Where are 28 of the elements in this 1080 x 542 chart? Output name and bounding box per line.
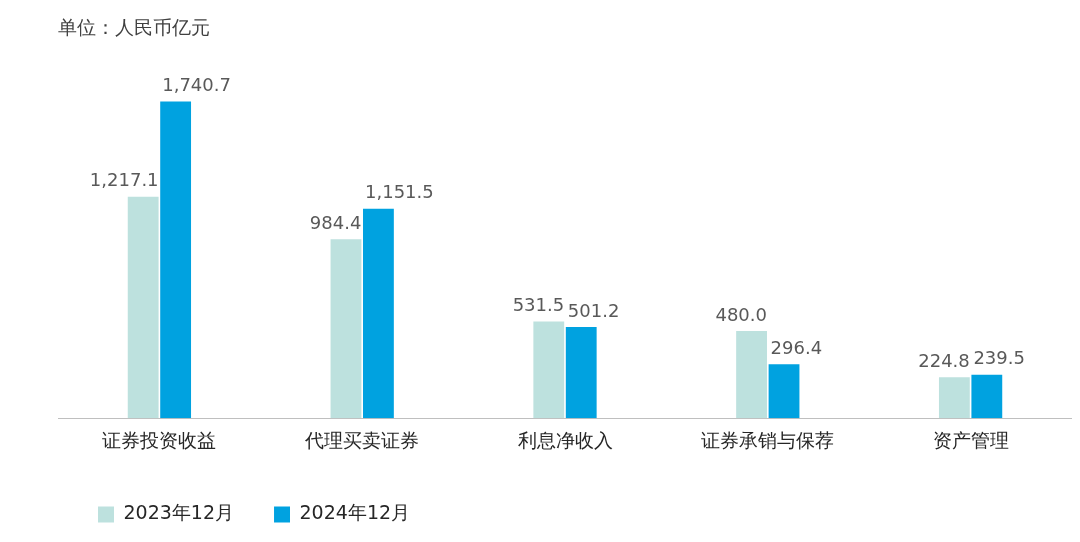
bar: [938, 377, 970, 419]
x-tick-label: 利息净收入: [517, 428, 613, 451]
x-tick-label: 证券投资收益: [102, 428, 217, 451]
data-label: 1,740.7: [162, 74, 231, 96]
data-label: 984.4: [309, 211, 362, 233]
data-label: 224.8: [918, 349, 970, 371]
data-label: 480.0: [715, 303, 767, 325]
data-label: 239.5: [973, 347, 1025, 369]
bar: [768, 364, 800, 419]
x-tick-label: 代理买卖证券: [304, 428, 420, 451]
bar: [736, 330, 767, 419]
data-label: 531.5: [512, 294, 565, 316]
bar: [127, 196, 159, 419]
bar: [533, 321, 565, 419]
legend-label: 2023年12月: [123, 501, 235, 524]
bar: [330, 239, 362, 419]
bar: [160, 101, 192, 419]
data-label: 501.2: [567, 299, 620, 321]
bar: [565, 327, 597, 419]
data-label: 1,217.1: [89, 169, 159, 191]
x-tick-label: 资产管理: [932, 428, 1009, 451]
data-label: 1,151.5: [365, 181, 434, 203]
bar: [971, 374, 1003, 419]
bar: [363, 208, 394, 419]
data-label: 296.4: [770, 336, 823, 358]
chart-title: 单位：人民币亿元: [58, 16, 210, 39]
legend-label: 2024年12月: [299, 501, 411, 524]
x-tick-label: 证券承销与保荐: [701, 428, 835, 451]
